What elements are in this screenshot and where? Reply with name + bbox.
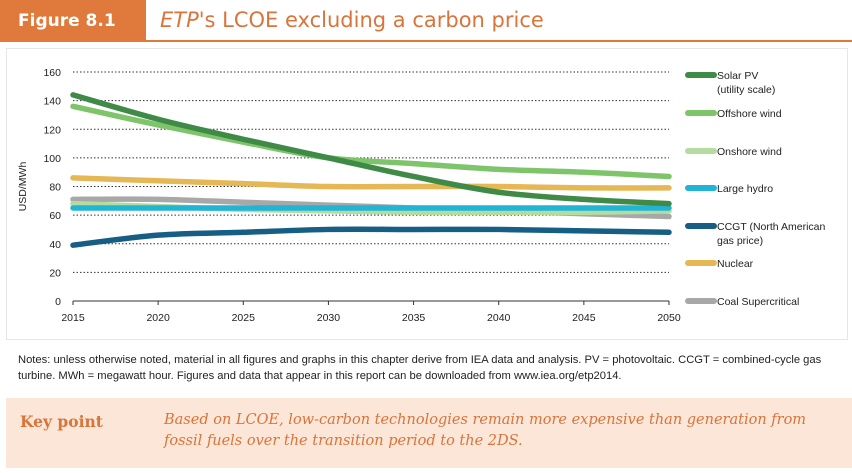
key-point-label: Key point bbox=[20, 412, 103, 431]
figure-title-rest: 's LCOE excluding a carbon price bbox=[198, 8, 544, 32]
x-tick-label: 2020 bbox=[146, 312, 170, 324]
series-line-solar-pv-utility-scale bbox=[70, 92, 672, 207]
chart-frame bbox=[6, 48, 848, 340]
chart-legend: Solar PV (utility scale) Offshore wind Onsh… bbox=[685, 70, 825, 308]
legend-label: Large hydro bbox=[717, 183, 773, 195]
legend-label: gas price) bbox=[717, 235, 763, 247]
figure-title-italic: ETP bbox=[160, 8, 199, 32]
y-axis-label: USD/MWh bbox=[17, 162, 29, 212]
y-tick-label: 0 bbox=[55, 296, 61, 308]
y-tick-label: 140 bbox=[43, 96, 61, 108]
header-rule bbox=[146, 40, 852, 42]
series-line-ccgt-north-american-gas-price bbox=[70, 226, 672, 248]
legend-item: Nuclear bbox=[685, 258, 754, 270]
key-point-box: Key point Based on LCOE, low-carbon tech… bbox=[6, 398, 852, 468]
x-tick-label: 2040 bbox=[487, 312, 511, 324]
x-tick-label: 2030 bbox=[317, 312, 341, 324]
legend-label: (utility scale) bbox=[717, 84, 775, 96]
figure-header: Figure 8.1 ETP's LCOE excluding a carbon… bbox=[0, 0, 852, 44]
figure-tag: Figure 8.1 bbox=[0, 0, 146, 42]
legend-label: Nuclear bbox=[717, 258, 754, 270]
series-line-nuclear bbox=[70, 175, 672, 191]
y-tick-label: 120 bbox=[43, 124, 61, 136]
y-tick-label: 160 bbox=[43, 67, 61, 79]
legend-label: Solar PV bbox=[717, 70, 758, 82]
y-tick-label: 20 bbox=[49, 267, 61, 279]
legend-item: Onshore wind bbox=[685, 146, 782, 158]
x-tick-label: 2015 bbox=[61, 312, 85, 324]
legend-label: Coal Supercritical bbox=[717, 296, 799, 308]
y-tick-label: 60 bbox=[49, 210, 61, 222]
legend-item: Solar PV (utility scale) bbox=[685, 70, 775, 96]
x-tick-label: 2050 bbox=[657, 312, 681, 324]
y-tick-label: 100 bbox=[43, 153, 61, 165]
series-line-offshore-wind bbox=[70, 103, 672, 180]
figure-title: ETP's LCOE excluding a carbon price bbox=[160, 0, 544, 42]
y-tick-label: 40 bbox=[49, 239, 61, 251]
x-tick-label: 2035 bbox=[402, 312, 426, 324]
x-tick-label: 2025 bbox=[232, 312, 256, 324]
y-tick-label: 80 bbox=[49, 182, 61, 194]
chart-notes: Notes: unless otherwise noted, material … bbox=[18, 354, 822, 382]
legend-item: Offshore wind bbox=[685, 108, 782, 120]
legend-label: CCGT (North American bbox=[717, 221, 825, 233]
legend-item: Large hydro bbox=[685, 183, 773, 195]
legend-label: Onshore wind bbox=[717, 146, 782, 158]
legend-label: Offshore wind bbox=[717, 108, 782, 120]
key-point-text: Based on LCOE, low-carbon technologies r… bbox=[164, 412, 807, 449]
chart-series bbox=[70, 92, 672, 248]
legend-item: CCGT (North American gas price) bbox=[685, 221, 825, 247]
x-tick-label: 2045 bbox=[572, 312, 596, 324]
legend-item: Coal Supercritical bbox=[685, 296, 799, 308]
